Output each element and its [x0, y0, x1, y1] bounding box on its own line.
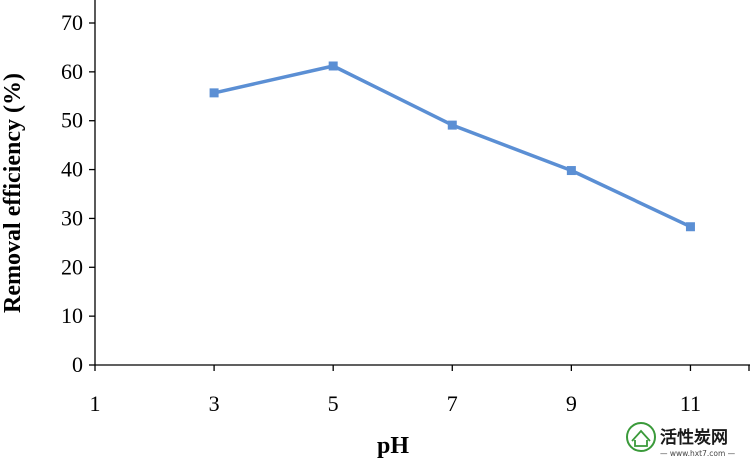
x-tick-label: 3 — [209, 391, 220, 416]
data-point-marker — [566, 166, 576, 176]
data-point-marker — [328, 61, 338, 71]
watermark-url: — www.hxt7.com — — [660, 449, 736, 458]
watermark-text: 活性炭网 — [660, 427, 728, 448]
y-tick-label: 30 — [61, 205, 83, 230]
watermark-logo: 活性炭网 — www.hxt7.com — — [626, 422, 736, 458]
series-layer — [209, 61, 695, 232]
series-line — [213, 64, 692, 229]
x-tick-label: 11 — [680, 391, 701, 416]
y-tick-label: 70 — [61, 10, 83, 35]
x-tick-label: 5 — [328, 391, 339, 416]
y-tick-label: 60 — [61, 59, 83, 84]
y-tick-label: 50 — [61, 108, 83, 133]
x-ticks: 1 3 5 7 9 11 — [90, 365, 750, 416]
data-point-marker — [685, 222, 695, 232]
axes — [94, 0, 750, 366]
y-tick-label: 0 — [72, 352, 83, 377]
data-point-marker — [209, 88, 219, 98]
y-tick-label: 40 — [61, 157, 83, 182]
y-axis-title: Removal efficiency (%) — [0, 73, 26, 313]
x-axis-title: pH — [377, 433, 409, 459]
x-tick-label: 1 — [90, 391, 101, 416]
x-tick-label: 7 — [447, 391, 458, 416]
data-point-marker — [447, 120, 457, 130]
y-tick-label: 10 — [61, 303, 83, 328]
y-ticks: 0 10 20 30 40 50 60 70 — [61, 10, 95, 377]
y-tick-label: 20 — [61, 254, 83, 279]
x-tick-label: 9 — [566, 391, 577, 416]
leaf-house-icon — [626, 422, 656, 452]
